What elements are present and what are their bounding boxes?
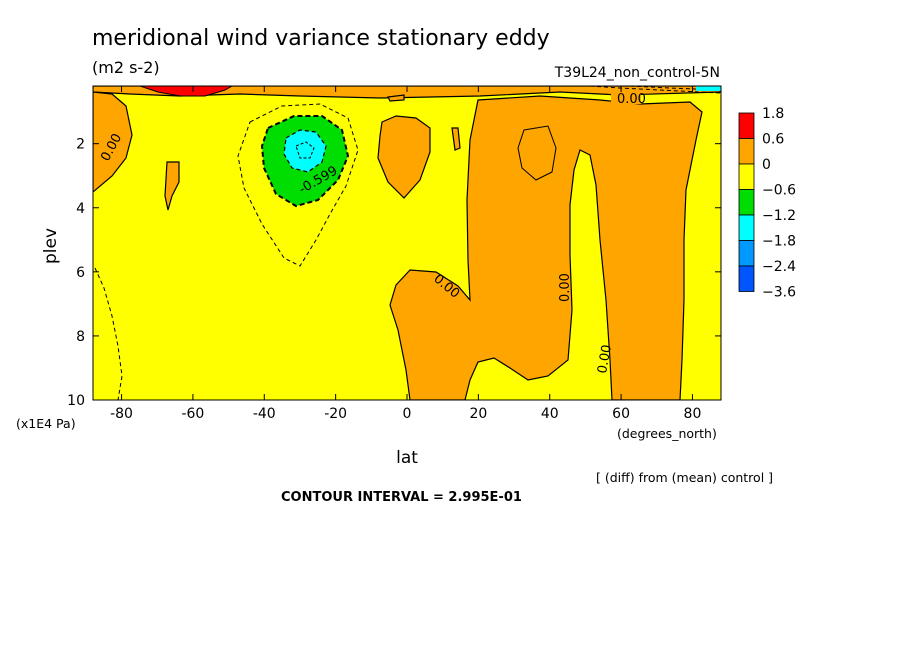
run-label: T39L24_non_control-5N xyxy=(554,65,720,81)
region-northern-tongue xyxy=(389,95,703,400)
x-axis: -80 -60 -40 -20 0 20 40 60 80 xyxy=(110,86,701,422)
colorbar-swatch xyxy=(738,163,755,190)
contour-label: 0.00 xyxy=(595,344,615,375)
contour-core-inner xyxy=(295,141,315,159)
contour-nh-dashed-1 xyxy=(589,86,721,94)
x-tick-label: 20 xyxy=(469,406,487,422)
region-negative-core xyxy=(283,129,327,173)
y-tick-label: 10 xyxy=(67,393,85,409)
x-tick-label: 60 xyxy=(612,406,630,422)
chart-units: (m2 s-2) xyxy=(92,58,160,77)
y-tick-label: 4 xyxy=(76,201,85,217)
colorbar-swatch xyxy=(738,265,755,292)
contour-west-dashed xyxy=(94,267,123,400)
x-tick-label: 80 xyxy=(684,406,702,422)
diff-note: [ (diff) from (mean) control ] xyxy=(596,470,773,485)
x-tick-label: 0 xyxy=(403,406,412,422)
colorbar-label: 1.8 xyxy=(762,106,784,122)
y-axis: 2 4 6 8 10 xyxy=(67,137,721,409)
colorbar-swatch xyxy=(738,214,755,241)
chart-title: meridional wind variance stationary eddy xyxy=(92,26,550,51)
colorbar-label: −1.2 xyxy=(762,208,796,224)
colorbar-label: −0.6 xyxy=(762,183,796,199)
colorbar-label: −1.8 xyxy=(762,234,796,250)
x-tick-label: -40 xyxy=(253,406,276,422)
x-tick-label: -20 xyxy=(324,406,347,422)
region-west-edge xyxy=(93,91,133,193)
x-axis-title: lat xyxy=(396,448,418,468)
y-tick-label: 8 xyxy=(76,329,85,345)
region-nh-corner xyxy=(696,86,721,91)
contour-label: 0.00 xyxy=(617,92,646,107)
x-tick-label: 40 xyxy=(541,406,559,422)
colorbar-label: 0.6 xyxy=(762,132,784,148)
colorbar-label: −3.6 xyxy=(762,285,796,301)
x-tick-label: -60 xyxy=(181,406,204,422)
region-southern-blob xyxy=(164,161,180,211)
x-tick-label: -80 xyxy=(110,406,133,422)
contour-negative-outer xyxy=(237,103,359,267)
colorbar-label: 0 xyxy=(762,157,771,173)
label-bg xyxy=(611,90,641,104)
contour-inner-loop xyxy=(517,125,557,181)
region-red-cap xyxy=(139,86,234,97)
x-axis-units: (degrees_north) xyxy=(617,426,717,441)
y-tick-label: 6 xyxy=(76,265,85,281)
colorbar-swatch xyxy=(738,138,755,165)
contour-label: 0.00 xyxy=(558,273,573,302)
y-tick-label: 2 xyxy=(76,137,85,153)
region-tiny-blob xyxy=(387,94,405,102)
plot-area: 0.00 0.00 0.00 0.00 0.00 -0.599 xyxy=(93,86,721,400)
colorbar-swatch xyxy=(738,189,755,216)
y-axis-units: (x1E4 Pa) xyxy=(16,416,76,431)
region-small-blob xyxy=(451,127,461,151)
y-axis-title: plev xyxy=(41,228,61,264)
colorbar-swatch xyxy=(738,240,755,267)
colorbar: 1.8 0.6 0 −0.6 −1.2 −1.8 −2.4 −3.6 xyxy=(738,106,796,301)
region-equator-blob xyxy=(377,115,431,199)
contour-interval: CONTOUR INTERVAL = 2.995E-01 xyxy=(281,490,522,505)
colorbar-label: −2.4 xyxy=(762,259,796,275)
colorbar-swatch xyxy=(738,112,755,139)
